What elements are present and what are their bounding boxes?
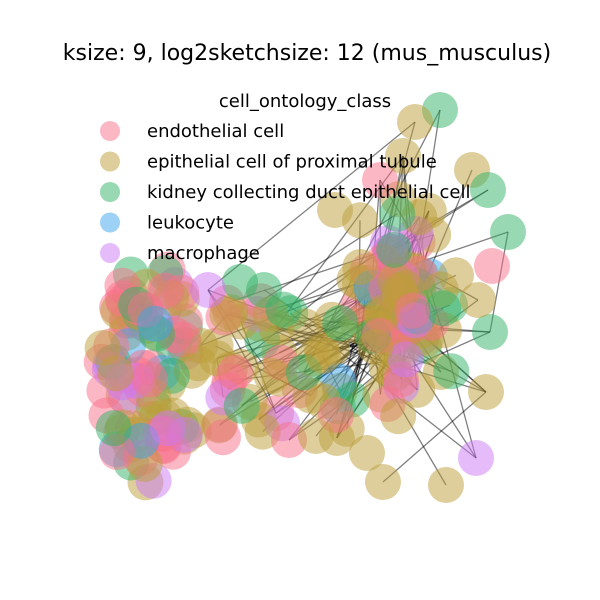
network-node [385, 138, 421, 174]
legend-entries: endothelial cell epithelial cell of proxi… [100, 121, 470, 264]
network-node [428, 467, 464, 503]
legend-marker [100, 151, 120, 172]
network-edge [382, 391, 487, 483]
network-node [349, 435, 385, 471]
network-node [380, 398, 417, 435]
network-node [342, 249, 379, 285]
network-node [387, 341, 424, 378]
network-node [253, 357, 290, 394]
network-node [490, 214, 526, 250]
legend-marker [100, 212, 120, 233]
network-node [217, 354, 254, 391]
legend-label: epithelial cell of proximal tubule [147, 152, 437, 173]
network-node [95, 410, 132, 447]
legend-marker [100, 243, 120, 263]
network-node [379, 195, 416, 232]
legend-title: cell_ontology_class [219, 91, 391, 112]
network-node [205, 419, 241, 456]
network-node [365, 464, 401, 500]
network-node [84, 329, 121, 366]
chart-title: ksize: 9, log2sketchsize: 12 (mus_muscul… [63, 41, 551, 66]
network-node [305, 337, 341, 374]
legend-label: macrophage [147, 243, 260, 264]
network-node [377, 263, 414, 300]
network-node [136, 305, 173, 342]
network-node [190, 272, 226, 308]
network-node [223, 387, 260, 424]
network-node [246, 272, 282, 308]
network-node [271, 422, 307, 458]
network-node [298, 418, 334, 454]
network-node [322, 305, 359, 342]
network-node [460, 282, 496, 318]
legend-label: leukocyte [147, 213, 234, 234]
network-node [397, 104, 433, 140]
network-node [474, 248, 510, 284]
legend-marker [100, 121, 120, 141]
network-node [149, 410, 186, 447]
network-node [131, 361, 168, 398]
network-node [470, 172, 506, 208]
network-node [357, 328, 394, 365]
network-node [433, 353, 470, 390]
network-node [394, 292, 431, 329]
network-edge [207, 121, 416, 291]
network-node [425, 290, 462, 327]
network-node [362, 162, 398, 198]
network-node [317, 192, 353, 228]
network-node [472, 314, 508, 350]
legend-label: kidney collecting duct epithelial cell [147, 182, 470, 203]
network-node [468, 374, 504, 410]
network-node [458, 440, 494, 476]
legend-marker [100, 182, 120, 202]
network-node [376, 231, 413, 268]
legend-label: endothelial cell [147, 121, 284, 142]
network-node [209, 296, 246, 333]
legend: cell_ontology_class endothelial cell epit… [100, 91, 470, 264]
node-layer [83, 92, 526, 503]
